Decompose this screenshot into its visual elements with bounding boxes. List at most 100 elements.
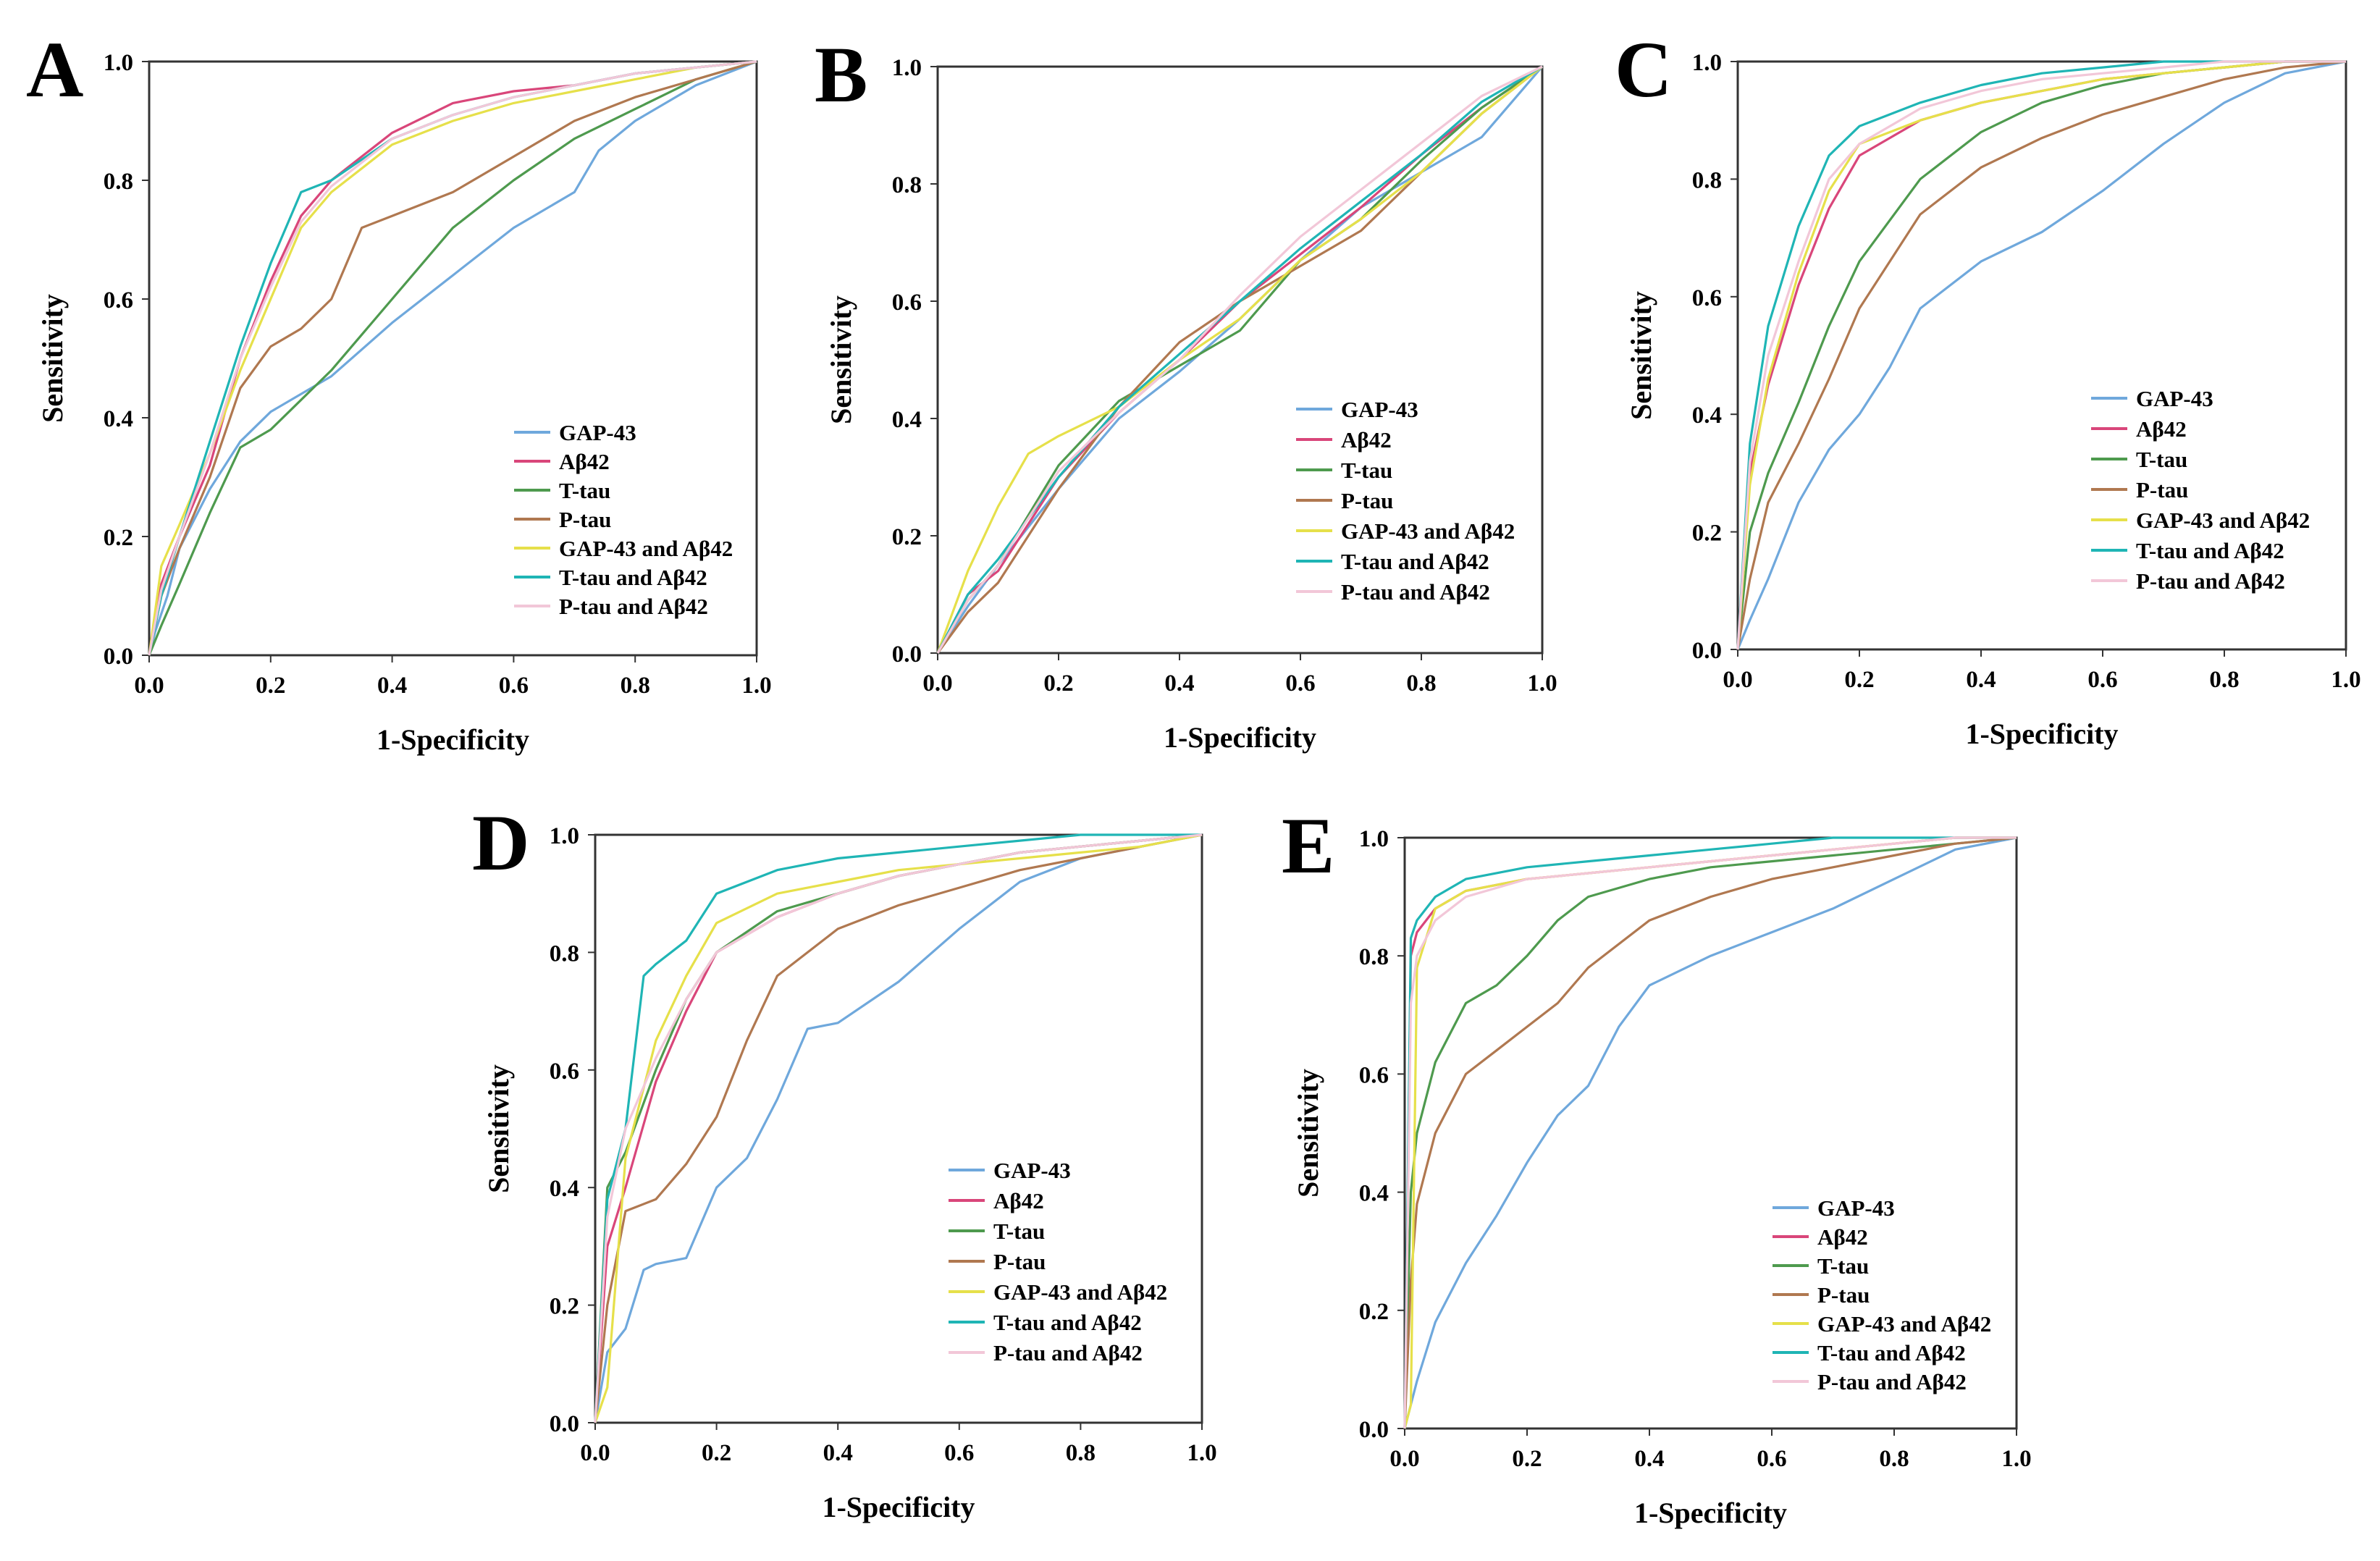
- legend-label: T-tau: [1817, 1253, 1869, 1279]
- x-tick-label: 1.0: [2331, 667, 2360, 693]
- x-tick-label: 0.2: [1043, 670, 1073, 697]
- roc-curve-p-tau-and-a-42: [148, 60, 757, 656]
- y-tick-label: 0.4: [1359, 1181, 1389, 1207]
- legend-label: GAP-43 and Aβ42: [1341, 518, 1515, 544]
- legend-label: P-tau: [559, 507, 611, 532]
- legend-label: P-tau: [2136, 477, 2188, 502]
- roc-curve-p-tau-and-a-42: [1736, 60, 2346, 650]
- legend-label: GAP-43 and Aβ42: [1817, 1311, 1991, 1337]
- x-tick-label: 0.2: [256, 673, 285, 699]
- y-axis-title: Sensitivity: [1625, 291, 1657, 420]
- panel-letter: B: [815, 30, 867, 119]
- y-tick-label: 0.0: [892, 641, 922, 668]
- x-tick-label: 0.8: [2209, 667, 2239, 693]
- x-tick-label: 0.4: [1634, 1446, 1664, 1472]
- legend-label: GAP-43: [559, 420, 636, 445]
- x-tick-label: 0.4: [377, 673, 407, 699]
- x-tick-label: 0.8: [1066, 1440, 1096, 1466]
- x-axis-title: 1-Specificity: [1634, 1497, 1787, 1529]
- x-tick-label: 0.0: [580, 1440, 610, 1466]
- panel-letter: D: [472, 799, 529, 887]
- legend-label: P-tau: [1817, 1282, 1870, 1308]
- x-tick-label: 0.0: [134, 673, 164, 699]
- x-tick-label: 0.6: [1757, 1446, 1786, 1472]
- legend-label: Aβ42: [559, 449, 610, 474]
- x-tick-label: 0.4: [1966, 667, 1996, 693]
- legend-label: T-tau: [1341, 458, 1392, 483]
- panel-c: C 0.0 0.2 0.4 0.6 0.8 1.0 0.0 0.2 0.4 0.6 0.8 1.0 1-S…: [1615, 25, 2361, 750]
- y-tick-label: 1.0: [1359, 826, 1389, 852]
- legend-label: GAP-43 and Aβ42: [993, 1279, 1167, 1305]
- roc-curve-p-tau: [1403, 836, 2017, 1429]
- y-axis-title: Sensitivity: [482, 1064, 515, 1193]
- legend-label: Aβ42: [993, 1188, 1044, 1213]
- x-axis-title: 1-Specificity: [377, 723, 529, 756]
- y-tick-label: 0.2: [1359, 1299, 1389, 1325]
- x-axis-title: 1-Specificity: [1164, 721, 1316, 754]
- legend-label: GAP-43: [2136, 386, 2213, 411]
- roc-curve-p-tau: [148, 60, 757, 656]
- y-tick-label: 0.6: [1692, 285, 1722, 311]
- legend-label: P-tau and Aβ42: [1817, 1369, 1967, 1394]
- y-tick-label: 0.4: [550, 1176, 579, 1202]
- legend-label: T-tau and Aβ42: [993, 1310, 1142, 1335]
- x-tick-label: 0.0: [1389, 1446, 1419, 1472]
- y-tick-label: 0.6: [1359, 1062, 1389, 1088]
- x-tick-label: 0.6: [1285, 670, 1315, 697]
- legend-label: P-tau and Aβ42: [559, 594, 708, 619]
- x-tick-label: 0.0: [922, 670, 952, 697]
- legend-label: T-tau: [2136, 447, 2187, 472]
- x-tick-label: 1.0: [1527, 670, 1557, 697]
- legend: GAP-43 Aβ42 T-tau P-tau GAP-43 and Aβ42 T-tau…: [2091, 386, 2310, 594]
- y-tick-label: 1.0: [550, 823, 579, 849]
- legend-label: Aβ42: [1341, 427, 1392, 453]
- x-tick-label: 0.2: [1512, 1446, 1542, 1472]
- panel-letter: A: [26, 25, 83, 114]
- x-tick-label: 0.8: [1879, 1446, 1909, 1472]
- legend-label: GAP-43: [993, 1158, 1071, 1183]
- legend-label: GAP-43: [1817, 1195, 1895, 1221]
- y-tick-label: 0.8: [892, 172, 922, 198]
- y-tick-label: 0.2: [550, 1294, 579, 1320]
- y-tick-label: 1.0: [892, 55, 922, 81]
- x-tick-label: 0.8: [1406, 670, 1436, 697]
- roc-curve-t-tau: [1403, 836, 2017, 1429]
- roc-curve-gap-43-and-a-42: [1736, 60, 2346, 650]
- legend-label: GAP-43: [1341, 397, 1418, 422]
- legend-label: T-tau and Aβ42: [1817, 1340, 1966, 1366]
- roc-curve-gap-43: [1403, 836, 2017, 1429]
- panel-d: D 0.0 0.2 0.4 0.6 0.8 1.0 0.0 0.2 0.4 0.6 0.8 1.0 1-S…: [472, 799, 1217, 1523]
- y-tick-label: 0.8: [1359, 944, 1389, 970]
- plot-frame: [1403, 836, 2018, 1430]
- legend-label: P-tau and Aβ42: [993, 1340, 1143, 1366]
- y-tick-label: 0.2: [1692, 521, 1722, 547]
- panel-e: E 0.0 0.2 0.4 0.6 0.8 1.0 0.0 0.2 0.4 0.6 0.8 1.0 1-S…: [1282, 801, 2032, 1529]
- y-tick-label: 0.4: [104, 406, 133, 432]
- roc-curve-gap-43-and-a-42: [594, 833, 1203, 1423]
- panel-a: A 0.0 0.2 0.4 0.6 0.8 1.0 0.0 0.2 0.4 0.6 0.8 1.0 1-S…: [26, 25, 772, 756]
- x-tick-label: 0.6: [499, 673, 529, 699]
- roc-curve-t-tau-and-a-42: [594, 833, 1202, 1423]
- y-tick-label: 0.2: [104, 525, 133, 551]
- y-tick-label: 0.8: [1692, 167, 1722, 193]
- x-axis-title: 1-Specificity: [822, 1491, 975, 1523]
- x-tick-label: 0.2: [702, 1440, 731, 1466]
- roc-curve-t-tau-and-a-42: [1403, 836, 2017, 1429]
- plot-frame: [148, 60, 758, 657]
- x-tick-label: 1.0: [2001, 1446, 2031, 1472]
- y-tick-label: 0.2: [892, 524, 922, 550]
- legend: GAP-43 Aβ42 T-tau P-tau GAP-43 and Aβ42 T-tau…: [1296, 397, 1515, 605]
- legend: GAP-43 Aβ42 T-tau P-tau GAP-43 and Aβ42 T-tau…: [514, 420, 733, 619]
- x-tick-label: 0.6: [944, 1440, 974, 1466]
- legend-label: T-tau: [993, 1219, 1045, 1244]
- legend-label: GAP-43 and Aβ42: [559, 536, 733, 561]
- roc-curve-p-tau-and-a-42: [1403, 836, 2017, 1429]
- roc-curve-t-tau: [148, 60, 757, 656]
- y-tick-label: 0.6: [892, 290, 922, 316]
- y-tick-label: 0.6: [550, 1059, 579, 1085]
- plot-frame: [936, 65, 1544, 655]
- legend-label: T-tau and Aβ42: [559, 565, 707, 590]
- y-tick-label: 0.0: [1359, 1417, 1389, 1443]
- legend-label: T-tau and Aβ42: [1341, 549, 1489, 574]
- y-tick-label: 0.4: [1692, 403, 1722, 429]
